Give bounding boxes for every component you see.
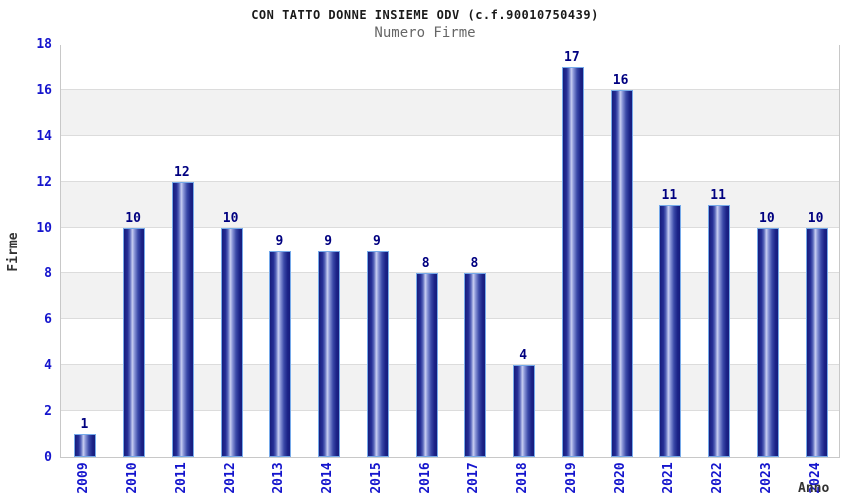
gridline bbox=[61, 180, 839, 182]
y-tick-label: 2 bbox=[44, 404, 52, 420]
x-tick-label: 2021 bbox=[661, 462, 677, 494]
bar-2012 bbox=[220, 227, 243, 457]
bar-2017 bbox=[464, 273, 487, 457]
bar-value-label: 16 bbox=[612, 72, 629, 88]
bar-2022 bbox=[708, 204, 731, 457]
bar-2018 bbox=[513, 365, 536, 457]
bar-2010 bbox=[123, 227, 146, 457]
bar-value-label: 8 bbox=[421, 256, 430, 272]
bar-2020 bbox=[610, 89, 633, 457]
chart-subtitle: Numero Firme bbox=[374, 25, 476, 41]
gridline bbox=[61, 318, 839, 320]
bar-value-label: 4 bbox=[519, 348, 528, 364]
x-tick-label: 2016 bbox=[417, 462, 433, 494]
bar-value-label: 11 bbox=[710, 187, 726, 203]
y-axis-title: Firme bbox=[6, 232, 21, 272]
bar-value-label: 10 bbox=[807, 210, 824, 226]
x-tick-label: 2013 bbox=[271, 462, 287, 494]
x-tick-label: 2020 bbox=[612, 462, 628, 494]
x-tick-label: 2022 bbox=[710, 462, 726, 494]
chart-title: CON TATTO DONNE INSIEME ODV (c.f.9001075… bbox=[251, 8, 599, 22]
bar-2014 bbox=[318, 250, 341, 457]
bar-2021 bbox=[659, 204, 682, 457]
bar-value-label: 12 bbox=[174, 164, 190, 180]
bar-2024 bbox=[805, 227, 828, 457]
bar-value-label: 9 bbox=[372, 233, 381, 249]
gridline bbox=[61, 226, 839, 228]
plot-band bbox=[61, 135, 839, 182]
y-tick-label: 0 bbox=[44, 450, 52, 465]
bar-value-label: 10 bbox=[222, 210, 239, 226]
y-tick-label: 6 bbox=[44, 312, 52, 328]
y-tick-label: 16 bbox=[36, 82, 52, 98]
x-tick-label: 2015 bbox=[368, 462, 384, 494]
bar-2009 bbox=[74, 434, 97, 457]
plot-band bbox=[61, 44, 839, 90]
bar-2023 bbox=[756, 227, 779, 457]
bar-value-label: 17 bbox=[564, 49, 580, 65]
x-tick-label: 2017 bbox=[466, 462, 482, 494]
y-tick-label: 10 bbox=[36, 220, 52, 236]
bar-2019 bbox=[561, 66, 584, 457]
bar-2016 bbox=[415, 273, 438, 457]
y-tick-label: 18 bbox=[36, 37, 52, 52]
x-tick-label: 2023 bbox=[758, 462, 774, 494]
bar-value-label: 9 bbox=[324, 233, 333, 249]
x-tick-label: 2019 bbox=[563, 462, 579, 494]
y-tick-label: 12 bbox=[36, 174, 52, 190]
x-tick-label: 2018 bbox=[515, 462, 531, 494]
bar-2015 bbox=[366, 250, 389, 457]
bar-value-label: 11 bbox=[661, 187, 678, 203]
bar-value-label: 8 bbox=[470, 256, 479, 272]
gridline bbox=[61, 410, 839, 412]
x-tick-label: 2012 bbox=[222, 462, 238, 494]
bar-2013 bbox=[269, 250, 292, 457]
bar-value-label: 9 bbox=[275, 233, 284, 249]
gridline bbox=[61, 272, 839, 274]
gridline bbox=[61, 364, 839, 366]
bar-value-label: 1 bbox=[80, 417, 89, 433]
bar-2011 bbox=[171, 181, 194, 457]
bar-value-label: 10 bbox=[125, 210, 141, 226]
y-tick-label: 14 bbox=[36, 128, 52, 144]
y-tick-label: 8 bbox=[44, 266, 52, 282]
x-tick-label: 2009 bbox=[76, 462, 92, 494]
bar-value-label: 10 bbox=[759, 210, 775, 226]
x-tick-label: 2010 bbox=[125, 462, 141, 494]
x-tick-label: 2011 bbox=[173, 462, 189, 494]
plot-area bbox=[60, 44, 840, 458]
plot-band bbox=[61, 89, 839, 136]
x-axis-title: Anno bbox=[798, 481, 830, 496]
x-tick-label: 2014 bbox=[320, 462, 336, 494]
y-tick-label: 4 bbox=[44, 358, 52, 374]
gridline bbox=[61, 88, 839, 90]
gridline bbox=[61, 134, 839, 136]
